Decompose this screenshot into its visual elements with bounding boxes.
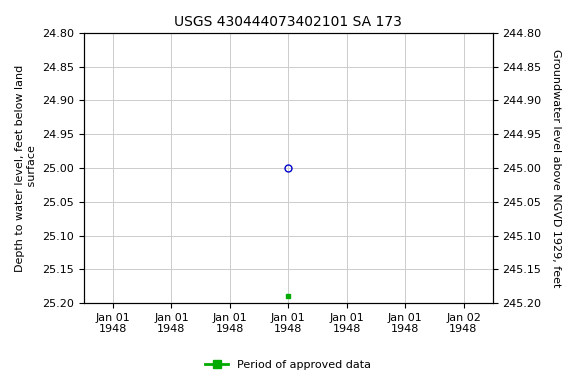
Legend: Period of approved data: Period of approved data (201, 356, 375, 375)
Y-axis label: Depth to water level, feet below land
 surface: Depth to water level, feet below land su… (15, 65, 37, 271)
Title: USGS 430444073402101 SA 173: USGS 430444073402101 SA 173 (175, 15, 402, 29)
Y-axis label: Groundwater level above NGVD 1929, feet: Groundwater level above NGVD 1929, feet (551, 49, 561, 287)
